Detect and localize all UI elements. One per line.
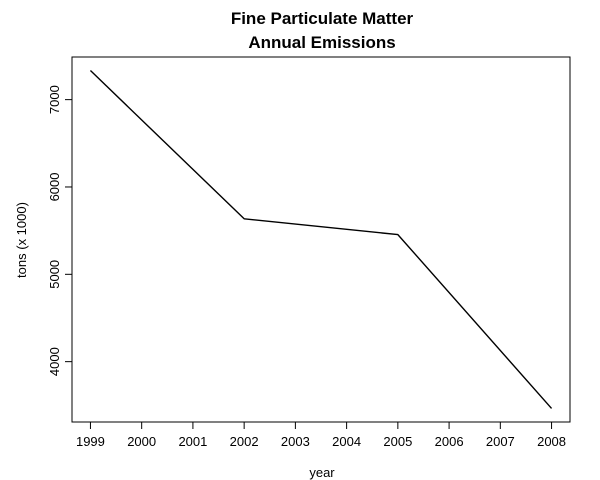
y-axis: 4000 5000 6000 7000	[47, 85, 73, 376]
x-tick-label: 2002	[230, 434, 259, 449]
x-axis-label: year	[309, 465, 335, 480]
x-tick-label: 2004	[332, 434, 361, 449]
x-tick-label: 1999	[76, 434, 105, 449]
y-tick-label: 4000	[47, 347, 62, 376]
y-tick-label: 5000	[47, 260, 62, 289]
y-tick-label: 7000	[47, 85, 62, 114]
chart-title-line-2: Annual Emissions	[248, 33, 395, 52]
x-axis: 1999 2000 2001 2002 2003 2004 2005 2006 2007 2008	[76, 421, 566, 449]
x-tick-label: 2007	[486, 434, 515, 449]
y-axis-label: tons (x 1000)	[14, 202, 29, 278]
y-tick-label: 6000	[47, 173, 62, 202]
x-tick-label: 2001	[178, 434, 207, 449]
chart-title-line-1: Fine Particulate Matter	[231, 9, 414, 28]
x-tick-label: 2006	[435, 434, 464, 449]
plot-box	[71, 56, 571, 423]
x-tick-label: 2005	[383, 434, 412, 449]
chart-title: Fine Particulate Matter Annual Emissions	[231, 9, 414, 52]
x-tick-label: 2000	[127, 434, 156, 449]
series-layer	[89, 70, 553, 409]
x-tick-label: 2008	[537, 434, 566, 449]
x-tick-label: 2003	[281, 434, 310, 449]
series-line	[89, 70, 553, 409]
